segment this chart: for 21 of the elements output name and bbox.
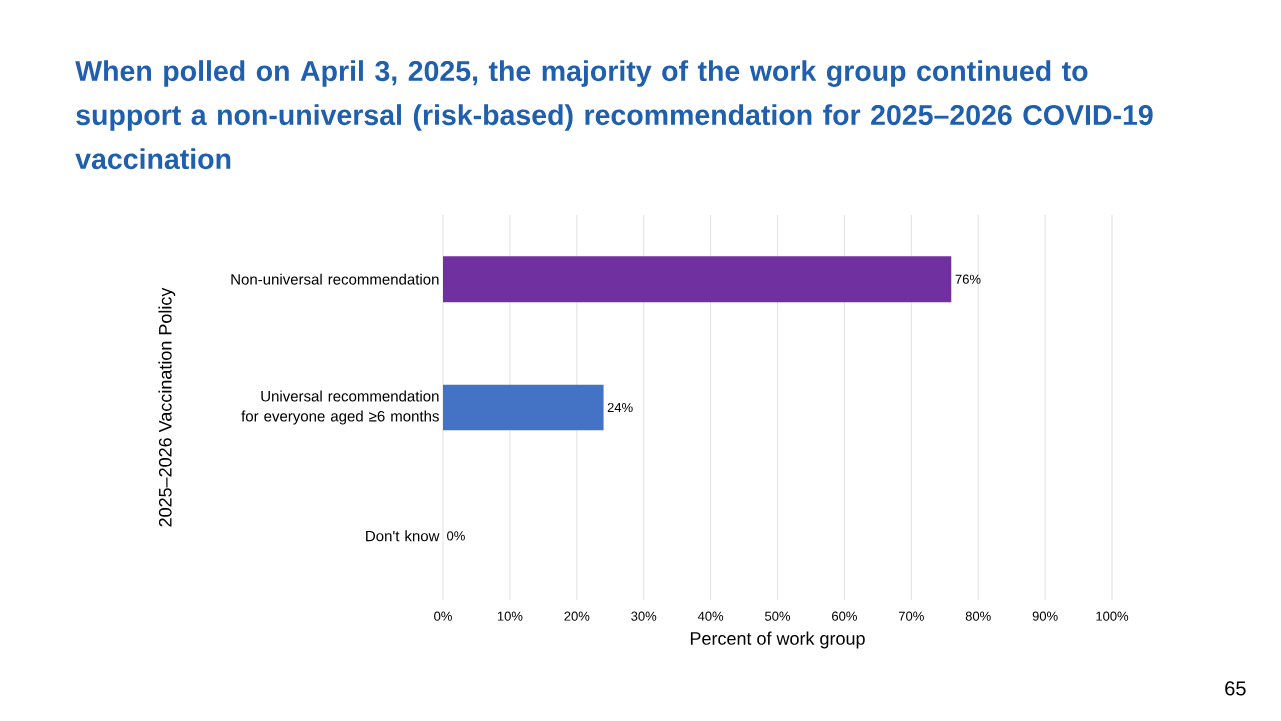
data-label: 0% <box>447 531 465 541</box>
x-tick-label: 80% <box>965 611 991 621</box>
x-tick-label: 20% <box>564 611 590 621</box>
x-tick-label: 60% <box>832 611 857 621</box>
x-tick-label: 70% <box>898 611 924 621</box>
data-label: 76% <box>955 274 981 284</box>
x-tick-label: 50% <box>765 611 791 621</box>
y-tick-label: Universal recommendation for everyone aged ≥6 months <box>241 390 439 425</box>
x-tick-label: 90% <box>1032 611 1058 621</box>
x-tick-label: 0% <box>434 611 452 621</box>
y-axis-title: 2025–2026 Vaccination Policy <box>158 287 176 527</box>
x-tick-label: 30% <box>631 611 657 621</box>
x-tick-label: 10% <box>497 611 523 621</box>
text: 65 <box>1225 681 1246 696</box>
data-label: 24% <box>607 402 633 413</box>
x-axis-title: Percent of work group <box>690 631 865 649</box>
x-tick-label: 40% <box>697 611 724 621</box>
y-tick-label: Non-universal recommendation <box>231 273 439 285</box>
y-tick-label: Don't know <box>366 530 440 542</box>
x-tick-label: 100% <box>1096 611 1129 621</box>
chart-title: When polled on April 3, 2025, the majority of the work group continued to support a non-universal (risk-based) recommendation for 2025–2026 COVID-19 vaccination <box>75 60 1153 170</box>
